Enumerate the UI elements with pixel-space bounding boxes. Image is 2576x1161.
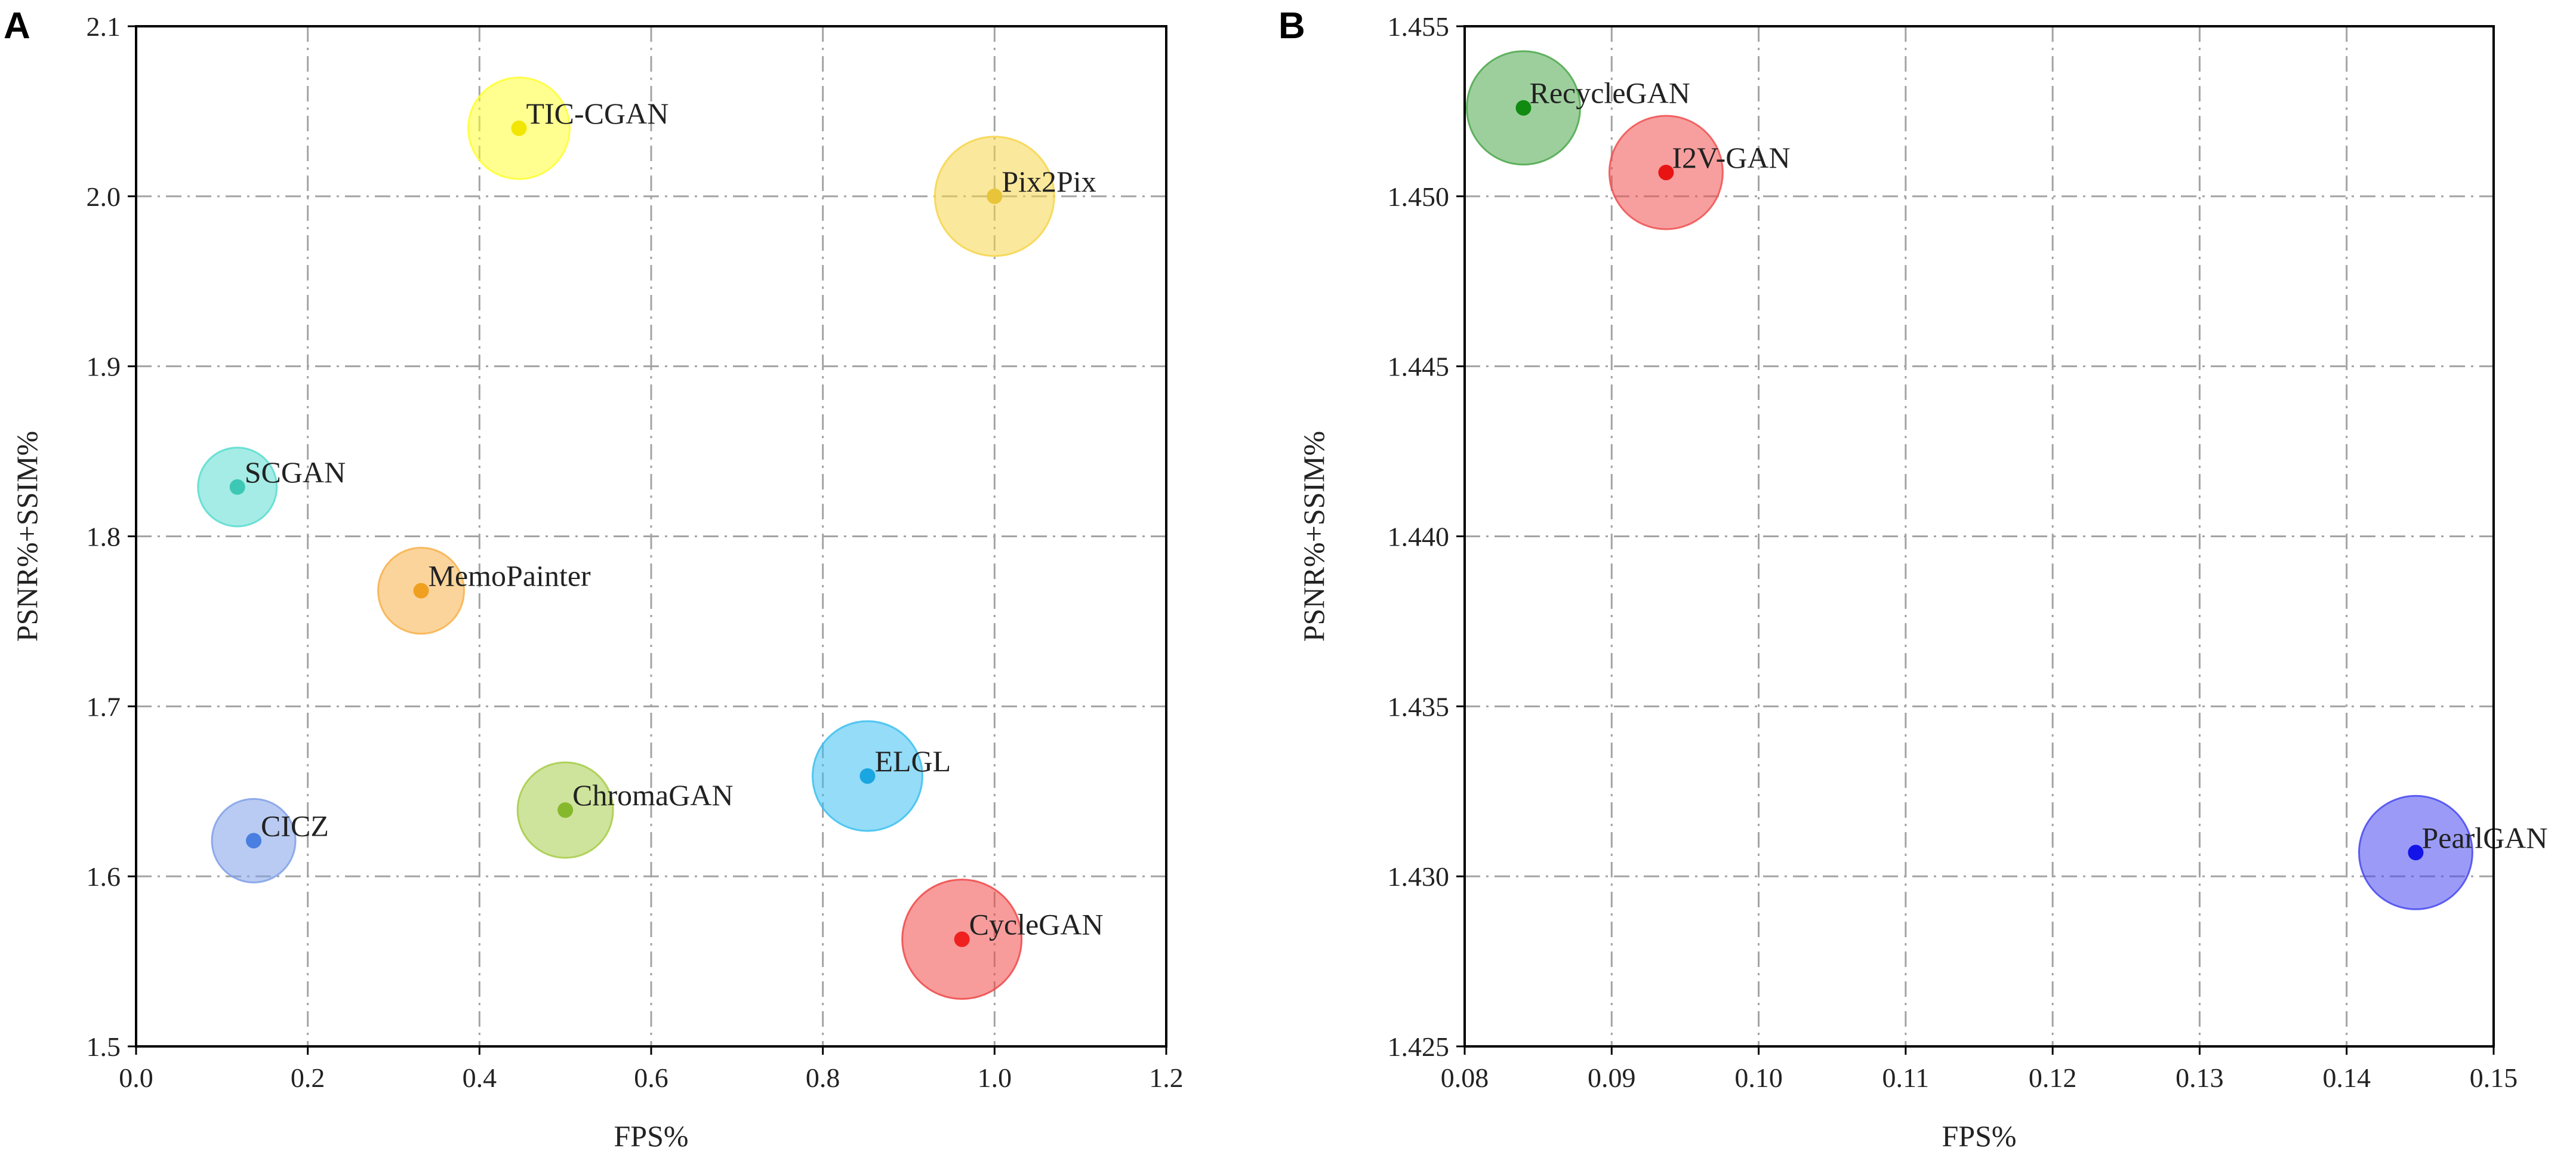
panel-a-point-scgan xyxy=(229,479,245,495)
panel-a-chart: TIC-CGAN Pix2Pix SCGAN MemoPainter CICZ Chrom… xyxy=(10,11,1184,1153)
panel-a-x-tick-label: 0.8 xyxy=(806,1063,840,1093)
panel-a-letter: A xyxy=(4,5,30,47)
panel-a-y-tick-label: 2.0 xyxy=(87,181,121,212)
panel-b-letter: B xyxy=(1278,5,1305,47)
panel-b-point-pearlgan xyxy=(2408,845,2424,861)
panel-a-label-scgan: SCGAN xyxy=(245,455,346,489)
panel-b-label-i2v-gan: I2V-GAN xyxy=(1672,141,1790,174)
panel-b-point-recyclegan xyxy=(1515,100,1532,116)
panel-b-chart: RecycleGAN I2V-GAN PearlGAN 0.08 0.09 0.10 0.1… xyxy=(1297,11,2548,1153)
panel-b-point-i2v-gan xyxy=(1658,164,1674,180)
panel-a-y-tick-label: 1.5 xyxy=(87,1031,121,1062)
panel-a-label-cyclegan: CycleGAN xyxy=(969,908,1104,941)
panel-a-x-tick-label: 0.2 xyxy=(291,1063,325,1093)
panel-b-label-recyclegan: RecycleGAN xyxy=(1530,76,1690,110)
panel-a-y-tick-label: 1.9 xyxy=(87,352,121,382)
panel-b-x-tick-label: 0.09 xyxy=(1588,1063,1636,1093)
panel-b-x-tick-label: 0.10 xyxy=(1734,1063,1783,1093)
panel-b-x-axis-label: FPS% xyxy=(1942,1119,2016,1153)
panel-b-y-tick-label: 1.435 xyxy=(1388,691,1450,722)
panel-a-label-elgl: ELGL xyxy=(874,744,951,778)
panel-b-x-tick-label: 0.08 xyxy=(1441,1063,1489,1093)
panel-a-y-tick-label: 1.8 xyxy=(87,522,121,552)
panel-a-label-chromagan: ChromaGAN xyxy=(572,778,733,812)
panel-a-point-memopainter xyxy=(413,583,429,599)
panel-b-label-pearlgan: PearlGAN xyxy=(2421,821,2547,854)
panel-a-point-tic-cgan xyxy=(511,120,527,136)
panel-a-x-axis-label: FPS% xyxy=(614,1119,688,1153)
panel-a-point-cicz xyxy=(246,833,262,849)
panel-a-x-tick-label: 1.0 xyxy=(978,1063,1012,1093)
panel-a-point-chromagan xyxy=(557,802,574,818)
panel-b-y-tick-label: 1.445 xyxy=(1388,352,1450,382)
panel-b-y-tick-label: 1.455 xyxy=(1388,11,1450,42)
panel-b-y-tick-label: 1.430 xyxy=(1388,861,1450,892)
panel-a-label-tic-cgan: TIC-CGAN xyxy=(526,97,668,130)
panel-b-x-tick-label: 0.13 xyxy=(2176,1063,2224,1093)
panel-a-label-memopainter: MemoPainter xyxy=(429,559,591,593)
panel-b-y-axis-label: PSNR%+SSIM% xyxy=(1297,431,1330,642)
panel-a-x-tick-label: 0.4 xyxy=(463,1063,497,1093)
panel-b-x-tick-label: 0.11 xyxy=(1882,1063,1929,1093)
panel-b-x-tick-label: 0.12 xyxy=(2029,1063,2077,1093)
panel-a-x-tick-label: 0.0 xyxy=(119,1063,153,1093)
panel-a-label-pix2pix: Pix2Pix xyxy=(1002,165,1096,198)
panel-a-point-elgl xyxy=(859,768,876,784)
panel-b-y-tick-label: 1.440 xyxy=(1388,522,1450,552)
panel-a-point-pix2pix xyxy=(987,188,1003,204)
panel-b-y-tick-label: 1.450 xyxy=(1388,181,1450,212)
panel-a-x-tick-label: 0.6 xyxy=(634,1063,668,1093)
panel-b-x-tick-label: 0.14 xyxy=(2322,1063,2371,1093)
panel-a-y-tick-label: 1.6 xyxy=(87,861,121,892)
panel-a-y-tick-label: 2.1 xyxy=(87,11,121,42)
panel-a-y-axis-label: PSNR%+SSIM% xyxy=(10,431,44,642)
panel-a-point-cyclegan xyxy=(954,931,970,947)
panel-a-label-cicz: CICZ xyxy=(261,809,329,842)
panel-b-x-tick-label: 0.15 xyxy=(2470,1063,2518,1093)
panel-b-y-tick-label: 1.425 xyxy=(1388,1031,1450,1062)
panel-a-x-tick-label: 1.2 xyxy=(1149,1063,1184,1093)
panel-a-y-tick-label: 1.7 xyxy=(87,691,121,722)
